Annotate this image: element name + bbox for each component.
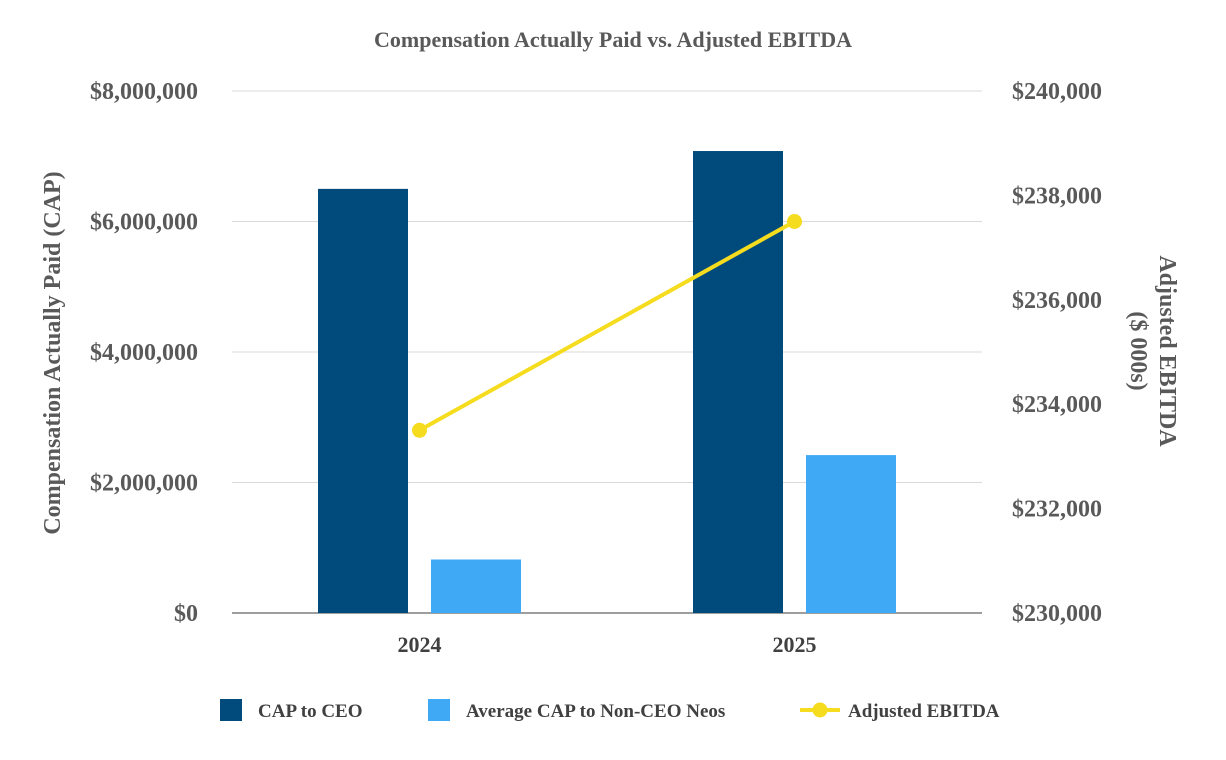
legend: CAP to CEO Average CAP to Non-CEO Neos Adj… xyxy=(220,699,1000,722)
bar-average-cap-to-non-ceo-neos-2024 xyxy=(431,559,521,613)
right-axis-ticks: $230,000 $232,000 $234,000 $236,000 $238,000… xyxy=(1012,79,1102,627)
category-label-2024: 2024 xyxy=(398,632,442,657)
left-tick-label: $6,000,000 xyxy=(90,210,198,236)
legend-label-cap-to-ceo: CAP to CEO xyxy=(258,701,363,722)
legend-label-adjusted-ebitda: Adjusted EBITDA xyxy=(848,701,1000,722)
bars xyxy=(318,151,896,613)
bar-cap-to-ceo-2024 xyxy=(318,188,408,613)
left-axis-ticks: $0 $2,000,000 $4,000,000 $6,000,000 $8,000,0… xyxy=(90,79,198,627)
right-tick-label: $232,000 xyxy=(1012,497,1102,523)
left-tick-label: $0 xyxy=(174,601,198,627)
bar-average-cap-to-non-ceo-neos-2025 xyxy=(806,455,896,613)
legend-swatch-cap-to-ceo xyxy=(220,699,242,721)
right-tick-label: $236,000 xyxy=(1012,288,1102,314)
ebitda-line xyxy=(412,214,802,438)
right-tick-label: $234,000 xyxy=(1012,392,1102,418)
chart-title: Compensation Actually Paid vs. Adjusted … xyxy=(374,27,852,52)
ebitda-line-path xyxy=(418,219,796,433)
right-tick-label: $240,000 xyxy=(1012,79,1102,105)
right-axis-title-line2: ($ 000s) xyxy=(1125,311,1151,390)
legend-label-average-cap-to-non-ceo-neos: Average CAP to Non-CEO Neos xyxy=(466,701,725,722)
right-tick-label: $238,000 xyxy=(1012,183,1102,209)
bar-cap-to-ceo-2025 xyxy=(693,151,783,613)
category-labels: 2024 2025 xyxy=(398,632,817,657)
right-axis-title-line1: Adjusted EBITDA xyxy=(1154,255,1180,447)
legend-marker-adjusted-ebitda xyxy=(812,702,828,718)
legend-swatch-average-cap-to-non-ceo-neos xyxy=(428,699,450,721)
left-tick-label: $2,000,000 xyxy=(90,471,198,497)
left-tick-label: $8,000,000 xyxy=(90,79,198,105)
right-tick-label: $230,000 xyxy=(1012,601,1102,627)
ebitda-point-2025 xyxy=(787,214,802,229)
left-tick-label: $4,000,000 xyxy=(90,340,198,366)
category-label-2025: 2025 xyxy=(773,632,817,657)
ebitda-point-2024 xyxy=(412,422,427,438)
left-axis-title: Compensation Actually Paid (CAP) xyxy=(40,171,66,534)
